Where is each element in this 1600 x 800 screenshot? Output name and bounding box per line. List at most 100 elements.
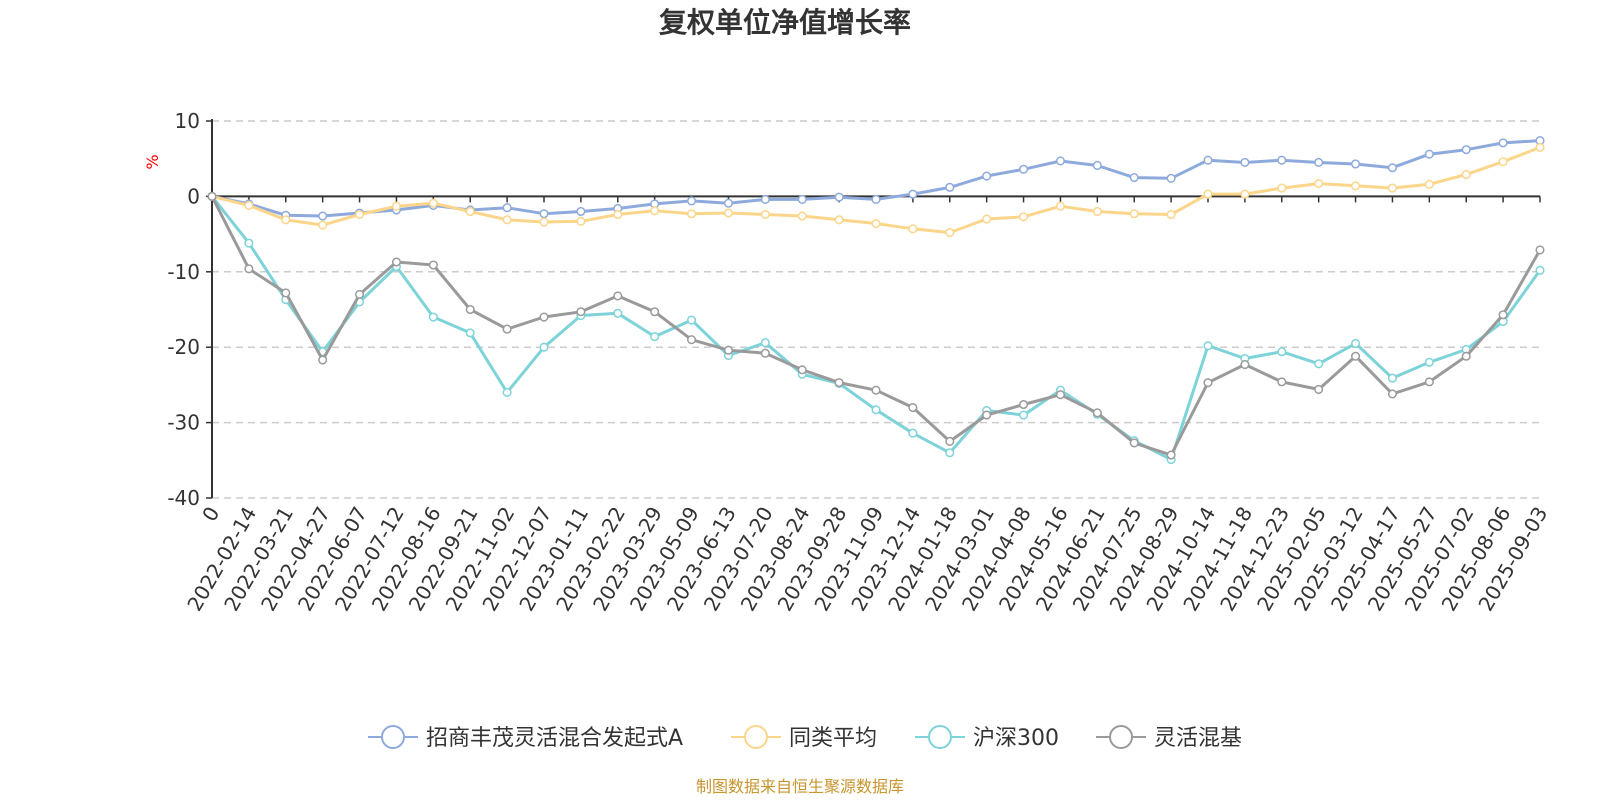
data-point bbox=[1424, 357, 1434, 367]
data-point bbox=[1314, 157, 1324, 168]
data-point bbox=[539, 312, 549, 322]
data-point bbox=[502, 387, 512, 397]
data-point bbox=[1277, 183, 1287, 193]
data-point bbox=[1387, 389, 1397, 399]
data-point bbox=[797, 365, 807, 375]
data-point bbox=[244, 200, 254, 210]
legend[interactable]: 招商丰茂灵活混合发起式A 同类平均 沪深300 灵活混基 bbox=[368, 725, 1242, 751]
chart-title: 复权单位净值增长率 bbox=[659, 6, 911, 39]
data-point bbox=[723, 198, 733, 208]
data-point bbox=[1166, 450, 1176, 460]
data-point bbox=[465, 206, 475, 217]
data-point bbox=[1240, 157, 1250, 168]
data-point bbox=[244, 238, 254, 248]
data-point bbox=[1314, 359, 1324, 369]
data-point bbox=[760, 348, 770, 358]
data-point bbox=[1314, 384, 1324, 394]
data-point bbox=[723, 208, 733, 218]
legend-item[interactable]: 灵活混基 bbox=[1096, 725, 1242, 751]
data-point bbox=[945, 436, 955, 447]
data-point bbox=[650, 206, 660, 216]
data-point bbox=[1166, 173, 1176, 183]
data-point bbox=[908, 224, 918, 234]
data-point bbox=[871, 218, 881, 229]
data-point bbox=[871, 194, 881, 204]
data-point bbox=[1461, 145, 1471, 155]
legend-item[interactable]: 同类平均 bbox=[731, 725, 877, 751]
data-point bbox=[908, 402, 918, 413]
series-line bbox=[210, 195, 1542, 461]
series-group bbox=[207, 136, 1545, 221]
legend-item[interactable]: 招商丰茂灵活混合发起式A bbox=[368, 725, 683, 751]
data-point bbox=[207, 191, 217, 201]
data-point bbox=[1498, 310, 1508, 320]
data-point bbox=[244, 264, 254, 274]
data-point bbox=[1461, 169, 1471, 180]
data-point bbox=[428, 260, 438, 270]
data-point bbox=[1129, 438, 1139, 448]
data-point bbox=[1277, 377, 1287, 387]
data-point bbox=[687, 335, 697, 345]
data-point bbox=[539, 342, 549, 352]
data-point bbox=[797, 211, 807, 221]
legend-item[interactable]: 沪深300 bbox=[915, 725, 1059, 751]
data-point bbox=[1092, 160, 1102, 171]
y-tick-label: 10 bbox=[175, 109, 200, 133]
series-group bbox=[207, 142, 1545, 238]
data-point bbox=[1055, 156, 1065, 166]
data-point bbox=[945, 228, 955, 238]
grid-lines bbox=[212, 120, 1540, 499]
data-point bbox=[1535, 245, 1545, 255]
y-tick-labels: 10 0 -10 -20 -30 -40 bbox=[167, 109, 200, 510]
data-point bbox=[1203, 155, 1213, 165]
data-point bbox=[502, 215, 512, 225]
data-point bbox=[945, 448, 955, 458]
data-point bbox=[1019, 410, 1029, 420]
data-point bbox=[281, 215, 291, 225]
data-point bbox=[1424, 149, 1434, 159]
legend-label: 灵活混基 bbox=[1154, 726, 1242, 751]
data-point bbox=[318, 355, 328, 365]
data-point bbox=[465, 328, 475, 338]
data-point bbox=[982, 171, 992, 181]
data-point bbox=[1387, 373, 1397, 383]
data-point bbox=[1277, 347, 1287, 357]
series-group bbox=[207, 191, 1545, 460]
data-point bbox=[908, 428, 918, 438]
data-point bbox=[576, 206, 586, 217]
data-point bbox=[428, 198, 438, 208]
data-point bbox=[1129, 173, 1139, 183]
data-point bbox=[1092, 408, 1102, 418]
data-point bbox=[1424, 377, 1434, 387]
data-point bbox=[355, 209, 365, 220]
data-point bbox=[1055, 201, 1065, 211]
data-point bbox=[760, 338, 770, 348]
data-point bbox=[1351, 338, 1361, 348]
data-point bbox=[1092, 206, 1102, 217]
data-point bbox=[1535, 265, 1545, 275]
data-point bbox=[391, 257, 401, 267]
data-point bbox=[1203, 341, 1213, 351]
data-point bbox=[428, 312, 438, 322]
data-point bbox=[871, 405, 881, 415]
y-tick-label: -10 bbox=[167, 260, 200, 284]
data-point bbox=[1055, 390, 1065, 400]
legend-marker bbox=[1109, 725, 1133, 749]
data-point bbox=[1314, 179, 1324, 189]
data-point bbox=[834, 192, 844, 202]
data-point bbox=[760, 194, 770, 204]
axes bbox=[206, 119, 1541, 499]
data-point bbox=[650, 307, 660, 317]
data-point bbox=[1424, 179, 1434, 189]
data-point bbox=[760, 209, 770, 220]
data-point bbox=[1535, 142, 1545, 152]
data-point bbox=[945, 182, 955, 192]
data-point bbox=[318, 211, 328, 221]
data-point bbox=[1498, 138, 1508, 148]
data-source-note: 制图数据来自恒生聚源数据库 bbox=[696, 777, 904, 796]
data-point bbox=[613, 291, 623, 301]
legend-label: 招商丰茂灵活混合发起式A bbox=[426, 726, 683, 751]
legend-label: 同类平均 bbox=[789, 726, 877, 751]
data-point bbox=[281, 288, 291, 298]
